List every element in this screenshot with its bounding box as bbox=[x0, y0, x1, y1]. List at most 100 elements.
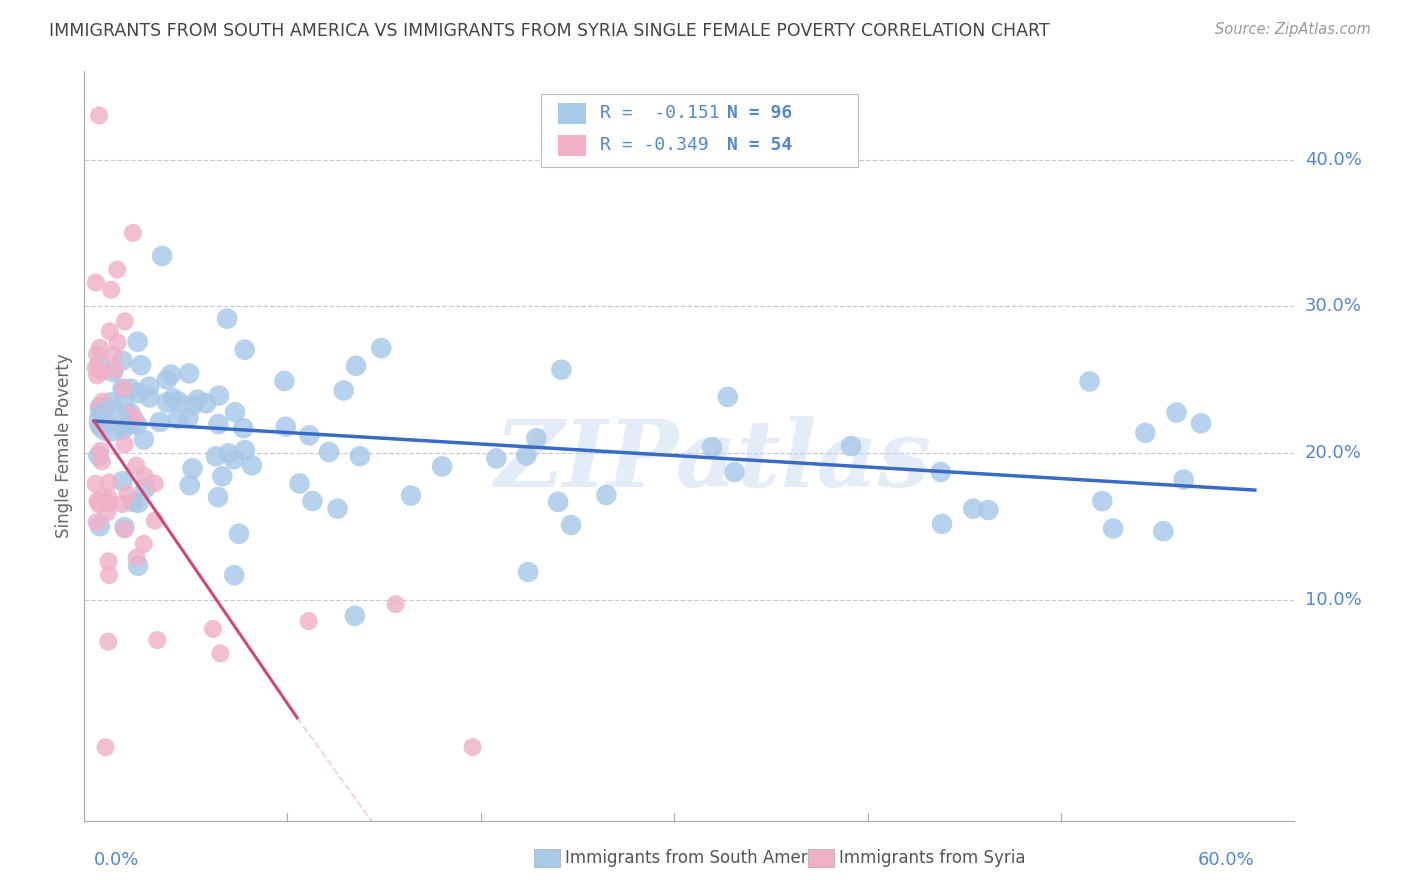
Point bbox=[89, 419, 111, 434]
Text: 60.0%: 60.0% bbox=[1198, 851, 1254, 869]
Point bbox=[207, 490, 229, 504]
Point bbox=[149, 415, 172, 429]
Point bbox=[101, 365, 124, 379]
Point bbox=[112, 381, 135, 395]
Point bbox=[117, 487, 139, 501]
Point bbox=[333, 384, 356, 398]
Point bbox=[103, 348, 125, 362]
Point bbox=[100, 395, 122, 409]
Point bbox=[240, 458, 263, 473]
Text: 40.0%: 40.0% bbox=[1305, 151, 1361, 169]
Point bbox=[233, 343, 256, 357]
Point bbox=[298, 614, 321, 628]
Point bbox=[146, 633, 169, 648]
Point bbox=[127, 334, 149, 349]
Point bbox=[485, 451, 508, 466]
Point bbox=[125, 417, 148, 432]
Point bbox=[839, 439, 862, 453]
Point bbox=[207, 417, 229, 431]
Point bbox=[124, 410, 146, 425]
Point bbox=[84, 360, 107, 375]
Point bbox=[98, 414, 121, 428]
Point bbox=[166, 412, 188, 426]
Point bbox=[90, 401, 112, 416]
Point bbox=[224, 568, 246, 582]
Point bbox=[138, 380, 160, 394]
Text: Source: ZipAtlas.com: Source: ZipAtlas.com bbox=[1215, 22, 1371, 37]
Point bbox=[143, 476, 166, 491]
Point bbox=[91, 364, 114, 378]
Text: 10.0%: 10.0% bbox=[1305, 591, 1361, 609]
Point bbox=[86, 494, 108, 508]
Point bbox=[125, 550, 148, 565]
Point bbox=[134, 469, 156, 483]
Point bbox=[97, 418, 120, 433]
Point bbox=[208, 388, 231, 402]
Point bbox=[114, 314, 136, 328]
Point bbox=[121, 226, 143, 240]
Point bbox=[217, 311, 239, 326]
Point bbox=[723, 465, 745, 479]
Point bbox=[224, 405, 246, 419]
Point bbox=[717, 390, 740, 404]
Point bbox=[96, 506, 118, 520]
Point bbox=[595, 488, 617, 502]
Point bbox=[399, 489, 422, 503]
Point bbox=[127, 496, 149, 510]
Y-axis label: Single Female Poverty: Single Female Poverty bbox=[55, 354, 73, 538]
Point bbox=[209, 647, 232, 661]
Point bbox=[156, 372, 179, 386]
Point bbox=[129, 358, 152, 372]
Point bbox=[94, 740, 117, 755]
Text: Immigrants from Syria: Immigrants from Syria bbox=[839, 849, 1026, 867]
Point bbox=[114, 437, 136, 451]
Point bbox=[288, 476, 311, 491]
Point bbox=[181, 398, 204, 412]
Point bbox=[114, 520, 136, 534]
Point bbox=[344, 359, 367, 373]
Point bbox=[222, 452, 245, 467]
Point bbox=[89, 399, 111, 413]
Point bbox=[211, 469, 233, 483]
Point bbox=[143, 514, 166, 528]
Point bbox=[86, 347, 108, 361]
Point bbox=[97, 496, 120, 510]
Point bbox=[87, 449, 110, 463]
Point bbox=[89, 356, 111, 370]
Point bbox=[162, 392, 184, 406]
Point bbox=[84, 276, 107, 290]
Point bbox=[1166, 405, 1188, 419]
Text: N = 96: N = 96 bbox=[727, 104, 792, 122]
Point bbox=[515, 449, 537, 463]
Point bbox=[384, 597, 406, 611]
Point bbox=[111, 382, 134, 396]
Point bbox=[205, 450, 228, 464]
Point bbox=[430, 459, 453, 474]
Text: 30.0%: 30.0% bbox=[1305, 297, 1361, 316]
Point bbox=[233, 443, 256, 458]
Point bbox=[1091, 494, 1114, 508]
Point bbox=[931, 516, 953, 531]
Point bbox=[111, 474, 134, 488]
Point bbox=[177, 367, 200, 381]
Point bbox=[87, 497, 110, 511]
Point bbox=[195, 396, 218, 410]
Point bbox=[90, 443, 112, 458]
Point bbox=[111, 423, 134, 437]
Point bbox=[187, 392, 209, 407]
Point bbox=[107, 335, 129, 350]
Point bbox=[167, 394, 190, 409]
Point bbox=[1189, 417, 1212, 431]
Point bbox=[134, 481, 156, 495]
Text: R =  -0.151: R = -0.151 bbox=[600, 104, 720, 122]
Point bbox=[111, 497, 134, 511]
Point bbox=[112, 396, 135, 410]
Point bbox=[1173, 473, 1195, 487]
Point bbox=[91, 407, 114, 421]
Point bbox=[98, 324, 121, 338]
Point bbox=[89, 401, 111, 415]
Point bbox=[105, 262, 128, 277]
Point bbox=[1135, 425, 1157, 440]
Point bbox=[700, 440, 723, 454]
Point bbox=[132, 537, 155, 551]
